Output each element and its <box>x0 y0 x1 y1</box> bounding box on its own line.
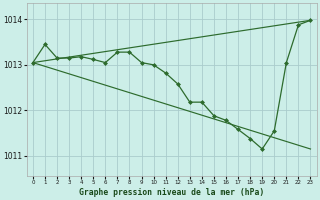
X-axis label: Graphe pression niveau de la mer (hPa): Graphe pression niveau de la mer (hPa) <box>79 188 264 197</box>
